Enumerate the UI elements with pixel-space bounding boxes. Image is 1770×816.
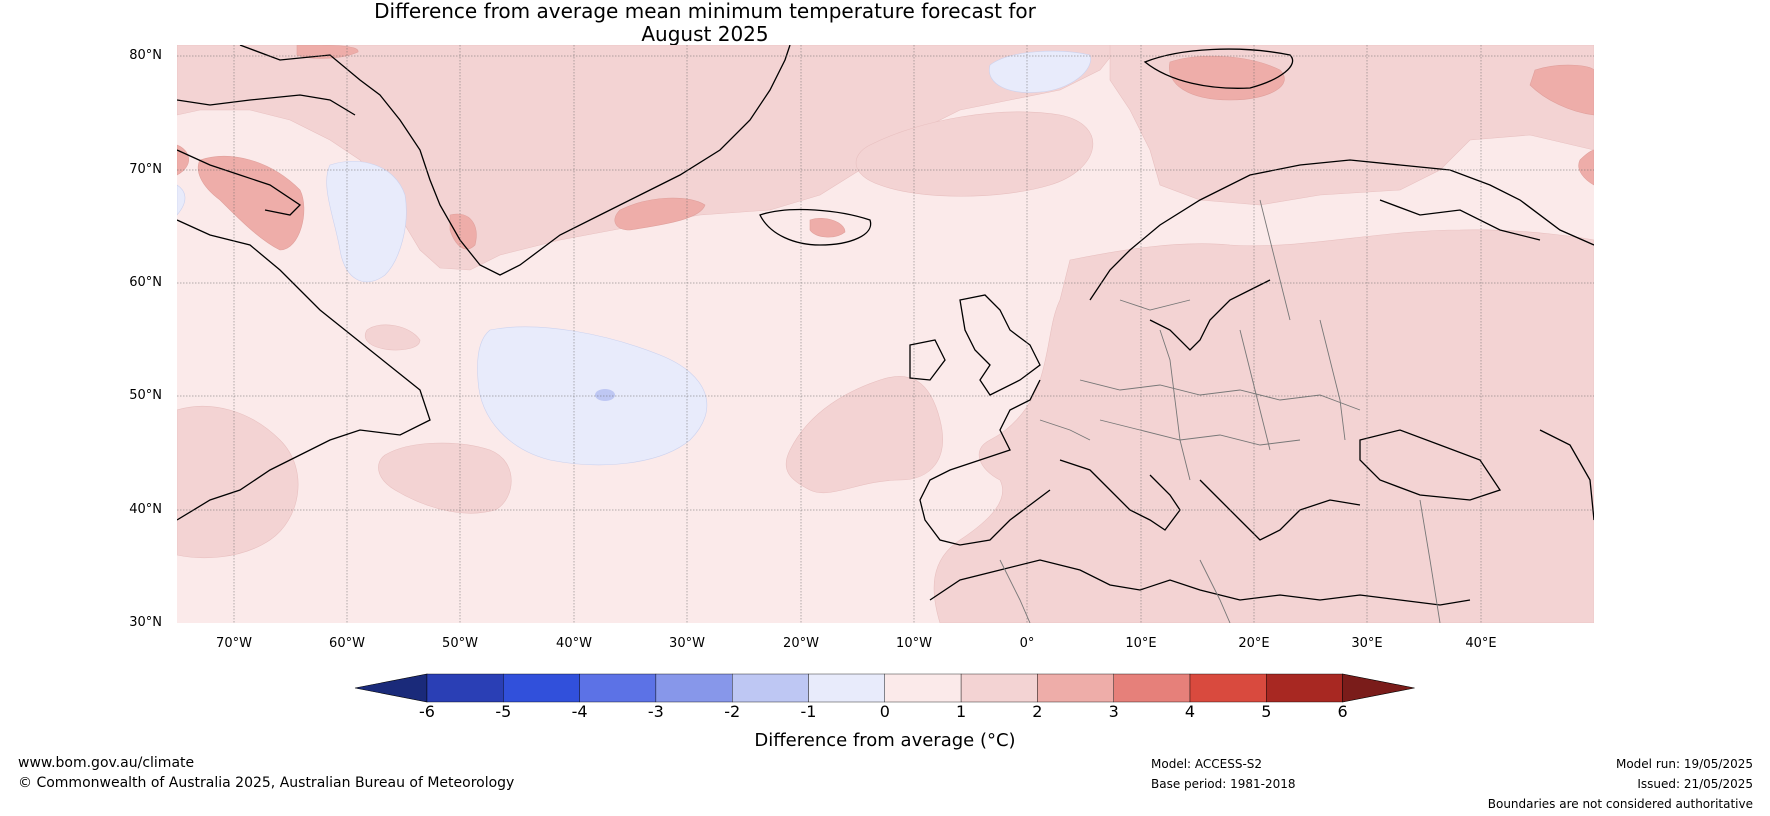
colorbar-tick-label: -6 xyxy=(419,702,435,721)
lon-label-50w: 50°W xyxy=(442,636,478,651)
lat-label-30n: 30°N xyxy=(129,615,162,630)
colorbar-tick-label: 1 xyxy=(956,702,967,721)
lon-label-10e: 10°E xyxy=(1125,636,1157,651)
colorbar-segment xyxy=(732,673,809,703)
colorbar-segment xyxy=(1189,673,1267,703)
colorbar-segment xyxy=(426,673,504,703)
footer-url[interactable]: www.bom.gov.au/climate xyxy=(18,755,195,771)
gridlines xyxy=(177,45,1594,623)
colorbar-tick-label: 5 xyxy=(1261,702,1272,721)
anomaly-2-to-3-regions xyxy=(177,45,1594,251)
colorbar-tick-label: -5 xyxy=(495,702,512,721)
footer-model-run: Model run: 19/05/2025 xyxy=(1615,757,1753,771)
colorbar-tick-label: 2 xyxy=(1032,702,1043,721)
colorbar-tick-label: -1 xyxy=(800,702,817,721)
colorbar-segments xyxy=(354,673,1415,703)
title-line-2: August 2025 xyxy=(641,22,769,46)
lon-label-70w: 70°W xyxy=(216,636,252,651)
lon-label-10w: 10°W xyxy=(896,636,932,651)
footer-copyright: © Commonwealth of Australia 2025, Austra… xyxy=(18,775,515,791)
colorbar-extend-low xyxy=(354,673,428,703)
anomaly-neg2-to-neg1-patch xyxy=(595,389,615,401)
colorbar-segment xyxy=(1266,673,1343,703)
colorbar-tick-label: 6 xyxy=(1337,702,1348,721)
footer-issued: Issued: 21/05/2025 xyxy=(1637,777,1753,791)
coastlines xyxy=(177,45,1594,606)
lat-label-80n: 80°N xyxy=(129,48,162,63)
colorbar-segment xyxy=(503,673,580,703)
lon-label-20e: 20°E xyxy=(1238,636,1270,651)
colorbar-tick-label: 0 xyxy=(879,702,890,721)
colorbar-label: Difference from average (°C) xyxy=(754,730,1016,751)
footer-base-period: Base period: 1981-2018 xyxy=(1151,777,1296,791)
lat-label-60n: 60°N xyxy=(129,275,162,290)
colorbar-tick-label: -3 xyxy=(647,702,664,721)
colorbar-tick-label: 4 xyxy=(1184,702,1196,721)
colorbar-segment xyxy=(960,673,1038,703)
colorbar-extend-high xyxy=(1342,673,1415,703)
lat-label-50n: 50°N xyxy=(129,388,162,403)
chart-title: Difference from average mean minimum tem… xyxy=(0,0,1410,46)
lon-label-40w: 40°W xyxy=(556,636,592,651)
lon-label-60w: 60°W xyxy=(329,636,365,651)
colorbar-segment xyxy=(1037,673,1114,703)
title-line-1: Difference from average mean minimum tem… xyxy=(374,0,1036,23)
colorbar-segment xyxy=(579,673,657,703)
footer-model: Model: ACCESS-S2 xyxy=(1151,757,1263,771)
country-borders xyxy=(999,199,1441,623)
lon-label-30w: 30°W xyxy=(669,636,705,651)
colorbar-segment xyxy=(808,673,886,703)
lon-label-40e: 40°E xyxy=(1465,636,1497,651)
colorbar-tick-label: -4 xyxy=(571,702,588,721)
lon-label-0: 0° xyxy=(1019,636,1035,651)
lat-label-70n: 70°N xyxy=(129,162,162,177)
lon-label-20w: 20°W xyxy=(783,636,819,651)
colorbar-segment xyxy=(1113,673,1191,703)
lat-label-40n: 40°N xyxy=(129,502,162,517)
colorbar-tick-label: 3 xyxy=(1108,702,1119,721)
colorbar-segment xyxy=(884,673,962,703)
lon-label-30e: 30°E xyxy=(1351,636,1383,651)
footer-disclaimer: Boundaries are not considered authoritat… xyxy=(1487,797,1753,811)
colorbar-segment xyxy=(655,673,733,703)
colorbar-tick-label: -2 xyxy=(724,702,741,721)
